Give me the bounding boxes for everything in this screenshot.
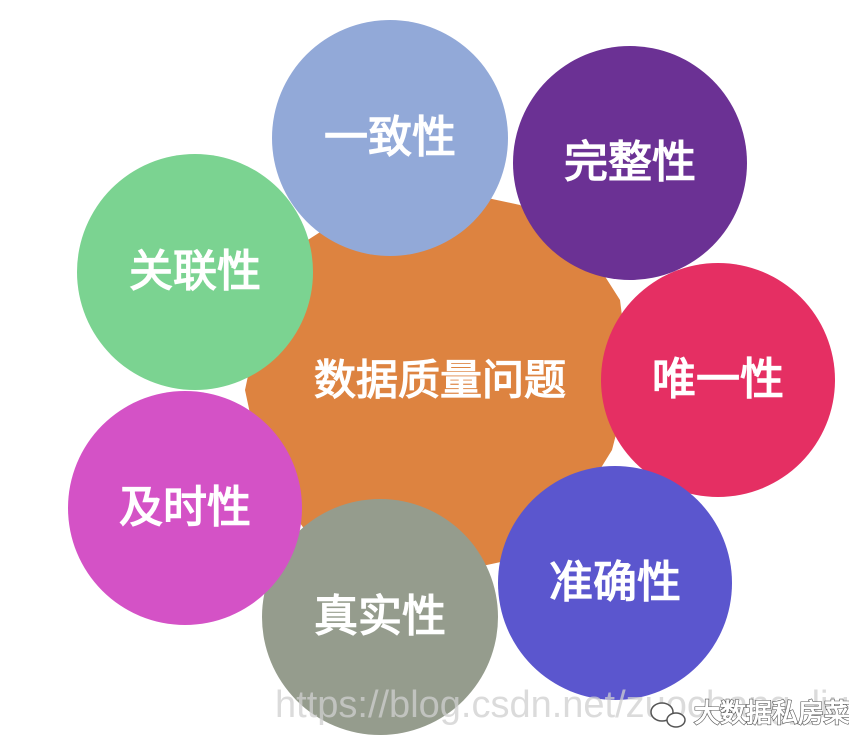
circle-completeness <box>513 46 747 280</box>
circle-relevance <box>77 154 313 390</box>
circle-timeliness <box>68 391 302 625</box>
circle-authenticity <box>262 499 498 735</box>
label-uniqueness: 唯一性 <box>652 354 784 405</box>
watermark-account: 大数据私房菜 <box>694 699 849 729</box>
label-relevance: 关联性 <box>129 246 261 297</box>
label-accuracy: 准确性 <box>549 557 681 608</box>
label-consistency: 一致性 <box>324 112 456 163</box>
center-shape <box>245 190 630 575</box>
wechat-icon <box>650 702 686 728</box>
center-label: 数据质量问题 <box>314 356 566 405</box>
circle-uniqueness <box>601 263 835 497</box>
label-authenticity: 真实性 <box>314 591 446 642</box>
circle-consistency <box>272 20 508 256</box>
circle-accuracy <box>498 466 732 700</box>
label-timeliness: 及时性 <box>119 482 251 533</box>
label-completeness: 完整性 <box>564 137 696 188</box>
watermark-url: https://blog.csdn.net/zuochang_liu <box>275 684 849 726</box>
